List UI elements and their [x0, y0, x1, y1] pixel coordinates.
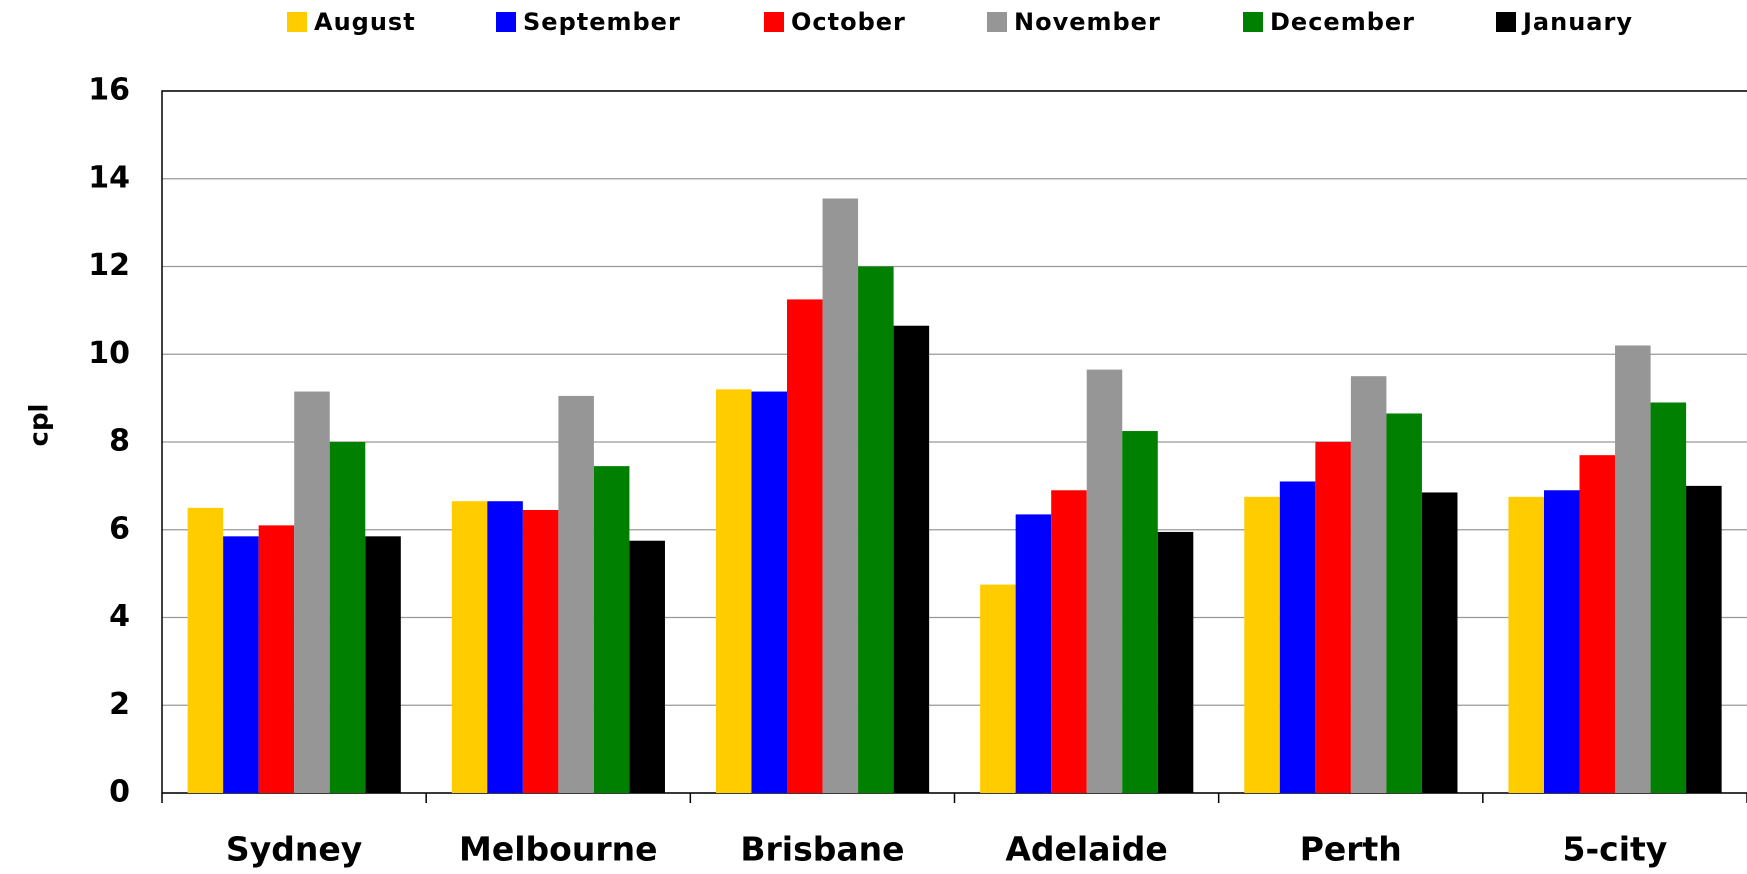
bar: [223, 536, 259, 793]
x-tick-label: Adelaide: [1005, 830, 1167, 869]
bar: [1686, 485, 1722, 793]
x-tick-label: 5-city: [1563, 830, 1668, 869]
legend-label: October: [791, 8, 906, 36]
bar: [787, 299, 823, 793]
bar: [858, 266, 894, 793]
bar: [893, 325, 930, 793]
x-tick-label: Perth: [1300, 830, 1402, 869]
bar: [1015, 514, 1052, 793]
bar: [329, 442, 366, 793]
bar: [629, 540, 665, 793]
bar: [1122, 431, 1158, 793]
bar: [1386, 413, 1422, 793]
bar: [1350, 376, 1387, 793]
bar: [558, 395, 594, 793]
bar: [1650, 402, 1687, 793]
x-tick-label: Sydney: [226, 830, 362, 869]
legend-swatch: [764, 12, 784, 32]
bar: [1615, 345, 1651, 793]
bar: [522, 510, 559, 793]
bar: [1244, 496, 1280, 793]
bar: [1543, 490, 1580, 793]
bar: [258, 525, 295, 793]
legend-swatch: [987, 12, 1007, 32]
y-tick-label: 0: [109, 775, 130, 810]
bar: [294, 391, 330, 793]
bar: [1579, 455, 1616, 793]
x-tick-label: Brisbane: [740, 830, 904, 869]
y-tick-label: 12: [88, 248, 130, 283]
legend-label: November: [1014, 8, 1161, 36]
bar: [1279, 481, 1316, 793]
y-tick-label: 4: [109, 599, 130, 634]
y-tick-label: 2: [109, 687, 130, 722]
y-axis-label: cpl: [25, 404, 55, 447]
bar: [365, 536, 401, 793]
legend-label: December: [1270, 8, 1415, 36]
bar: [1508, 496, 1544, 793]
legend-swatch: [287, 12, 307, 32]
legend-label: September: [523, 8, 681, 36]
y-tick-label: 6: [109, 511, 130, 546]
bar: [715, 389, 752, 793]
legend-swatch: [1496, 12, 1516, 32]
bar: [822, 198, 859, 793]
x-tick-label: Melbourne: [459, 830, 657, 869]
bar: [1051, 490, 1087, 793]
legend-swatch: [496, 12, 516, 32]
y-tick-label: 14: [88, 160, 130, 195]
legend-label: August: [314, 8, 416, 36]
bar: [1157, 531, 1194, 793]
y-tick-label: 10: [88, 336, 130, 371]
bar: [487, 501, 523, 793]
bar: [980, 584, 1016, 793]
bar: [187, 507, 224, 793]
y-tick-label: 8: [109, 424, 130, 459]
bar: [751, 391, 788, 793]
bar: [1086, 369, 1123, 793]
legend-label: January: [1521, 8, 1633, 36]
legend-swatch: [1243, 12, 1263, 32]
bar: [1315, 442, 1351, 793]
bar: [451, 501, 488, 793]
bar: [1421, 492, 1458, 793]
bar: [593, 466, 630, 793]
y-tick-label: 16: [88, 73, 130, 108]
